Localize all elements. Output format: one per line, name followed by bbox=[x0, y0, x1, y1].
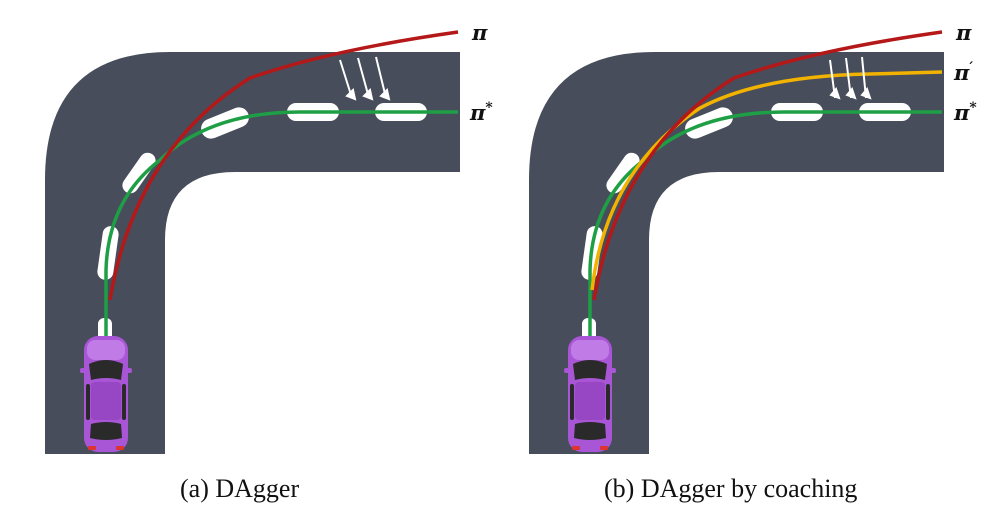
label-pi-prime: π′ bbox=[953, 60, 973, 85]
caption-a: (a) DAgger bbox=[180, 474, 300, 503]
road bbox=[45, 52, 460, 454]
caption-b: (b) DAgger by coaching bbox=[604, 474, 858, 503]
learner-path bbox=[592, 30, 943, 301]
label-pi: π bbox=[955, 20, 972, 45]
correction-arrows bbox=[829, 56, 872, 100]
panel-a: π π* bbox=[45, 20, 493, 454]
lane-dash bbox=[606, 152, 640, 194]
correction-arrows bbox=[339, 56, 391, 101]
car bbox=[564, 336, 616, 452]
label-pi-star: π* bbox=[469, 100, 493, 125]
label-pi: π bbox=[471, 20, 488, 45]
expert-path bbox=[104, 110, 458, 340]
road bbox=[529, 52, 944, 454]
lane-dash bbox=[122, 152, 156, 194]
coach-path bbox=[590, 70, 943, 291]
label-pi-star: π* bbox=[953, 100, 977, 125]
panel-b: π π′ π* bbox=[529, 20, 977, 454]
car bbox=[80, 336, 132, 452]
learner-path bbox=[108, 30, 459, 301]
